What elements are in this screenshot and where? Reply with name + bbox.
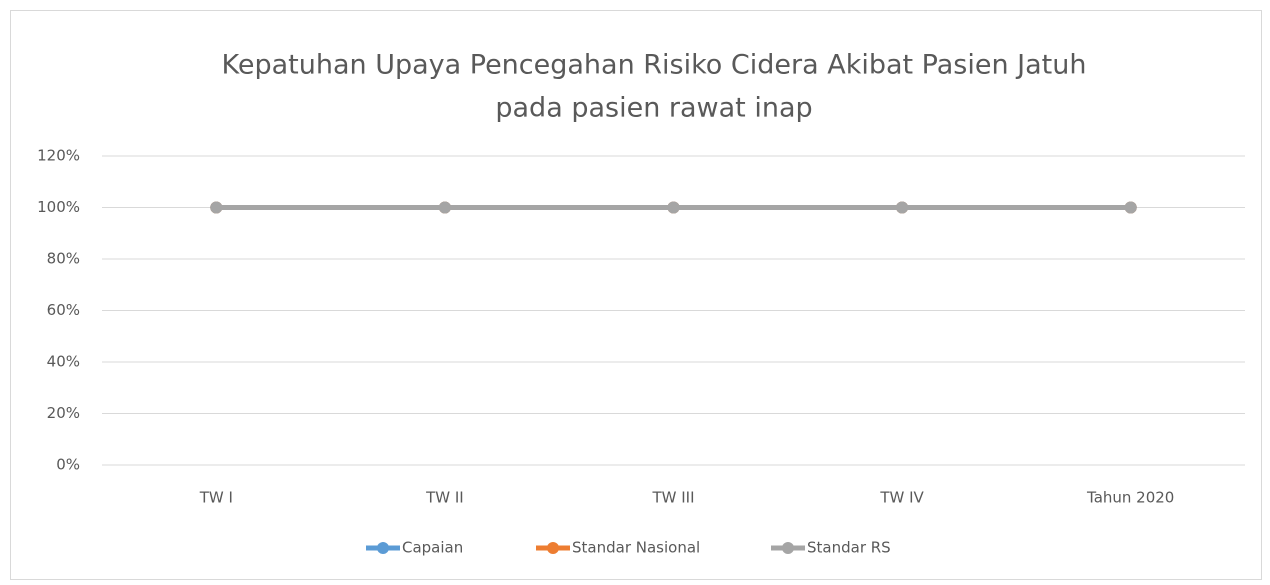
legend-label: Standar RS bbox=[807, 539, 891, 557]
x-tick-label: TW IV bbox=[879, 489, 924, 507]
y-tick-label: 120% bbox=[37, 147, 80, 165]
x-tick-label: TW I bbox=[199, 489, 233, 507]
y-tick-label: 80% bbox=[47, 250, 80, 268]
y-tick-label: 100% bbox=[37, 198, 80, 216]
legend-marker bbox=[782, 542, 794, 554]
y-tick-label: 20% bbox=[47, 404, 80, 422]
legend-label: Capaian bbox=[402, 539, 463, 557]
y-tick-label: 40% bbox=[47, 353, 80, 371]
y-tick-label: 60% bbox=[47, 301, 80, 319]
chart-title: pada pasien rawat inap bbox=[495, 93, 812, 124]
y-tick-label: 0% bbox=[56, 456, 80, 474]
legend-marker bbox=[377, 542, 389, 554]
data-point bbox=[667, 201, 680, 214]
data-point bbox=[1124, 201, 1137, 214]
x-tick-label: TW III bbox=[651, 489, 694, 507]
data-point bbox=[210, 201, 223, 214]
legend-marker bbox=[547, 542, 559, 554]
data-point bbox=[896, 201, 909, 214]
data-point bbox=[438, 201, 451, 214]
chart-title: Kepatuhan Upaya Pencegahan Risiko Cidera… bbox=[221, 50, 1086, 81]
x-tick-label: Tahun 2020 bbox=[1086, 489, 1174, 507]
chart-border bbox=[10, 10, 1262, 580]
legend-label: Standar Nasional bbox=[572, 539, 700, 557]
x-tick-label: TW II bbox=[425, 489, 464, 507]
